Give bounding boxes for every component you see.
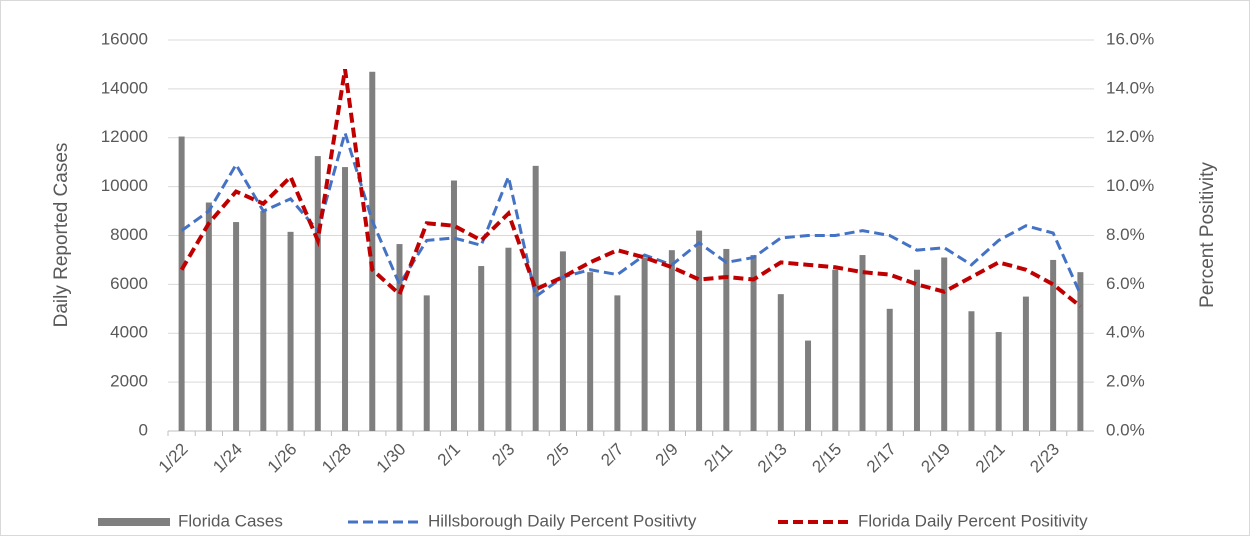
bar: [1050, 259, 1057, 431]
y-tick-label: 12000: [101, 127, 148, 146]
bar: [913, 269, 920, 431]
y-tick-label: 10000: [101, 176, 148, 195]
bar: [696, 230, 703, 431]
legend-swatch: [98, 518, 170, 526]
bar: [233, 222, 240, 431]
bar: [423, 295, 430, 431]
y-tick-label: 16000: [101, 29, 148, 48]
bar: [750, 255, 757, 431]
bar: [205, 202, 212, 431]
bar: [777, 294, 784, 431]
bar: [805, 340, 812, 431]
y2-tick-label: 16.0%: [1106, 29, 1154, 48]
bar: [832, 269, 839, 431]
y2-tick-label: 2.0%: [1106, 372, 1145, 391]
legend-label: Florida Cases: [178, 511, 283, 530]
y2-tick-label: 4.0%: [1106, 323, 1145, 342]
bar: [886, 308, 893, 431]
bar: [995, 332, 1002, 431]
legend-label: Hillsborough Daily Percent Positivty: [428, 511, 697, 530]
bar: [314, 156, 321, 431]
bar: [287, 231, 294, 431]
bar: [587, 272, 594, 431]
y2-tick-label: 6.0%: [1106, 274, 1145, 293]
y-tick-label: 4000: [110, 323, 148, 342]
bar: [641, 257, 648, 431]
y-axis-title: Daily Reported Cases: [51, 143, 72, 328]
y2-tick-label: 10.0%: [1106, 176, 1154, 195]
y2-tick-label: 0.0%: [1106, 420, 1145, 439]
y-tick-label: 6000: [110, 274, 148, 293]
bar: [450, 180, 457, 431]
y-tick-label: 14000: [101, 78, 148, 97]
legend-label: Florida Daily Percent Positivity: [858, 511, 1088, 530]
bar: [396, 244, 403, 431]
bar: [260, 211, 267, 431]
y2-axis-title: Percent Positivity: [1197, 162, 1218, 308]
line: [180, 127, 1082, 300]
bar: [614, 295, 621, 431]
y-tick-label: 2000: [110, 372, 148, 391]
bar: [342, 167, 349, 431]
bar: [505, 247, 512, 431]
bar: [668, 250, 675, 431]
y2-tick-label: 14.0%: [1106, 78, 1154, 97]
line: [179, 69, 1082, 308]
bar: [369, 71, 376, 432]
bar: [968, 311, 975, 431]
bar: [941, 257, 948, 431]
y-tick-label: 8000: [110, 225, 148, 244]
y-tick-label: 0: [139, 420, 148, 439]
bar: [1077, 272, 1084, 431]
y2-tick-label: 12.0%: [1106, 127, 1154, 146]
bar: [178, 136, 185, 431]
y2-tick-label: 8.0%: [1106, 225, 1145, 244]
bar: [723, 248, 730, 431]
bar: [532, 165, 539, 431]
bar: [559, 251, 566, 431]
bar: [478, 266, 485, 431]
bar: [859, 255, 866, 431]
bar: [1022, 296, 1029, 431]
